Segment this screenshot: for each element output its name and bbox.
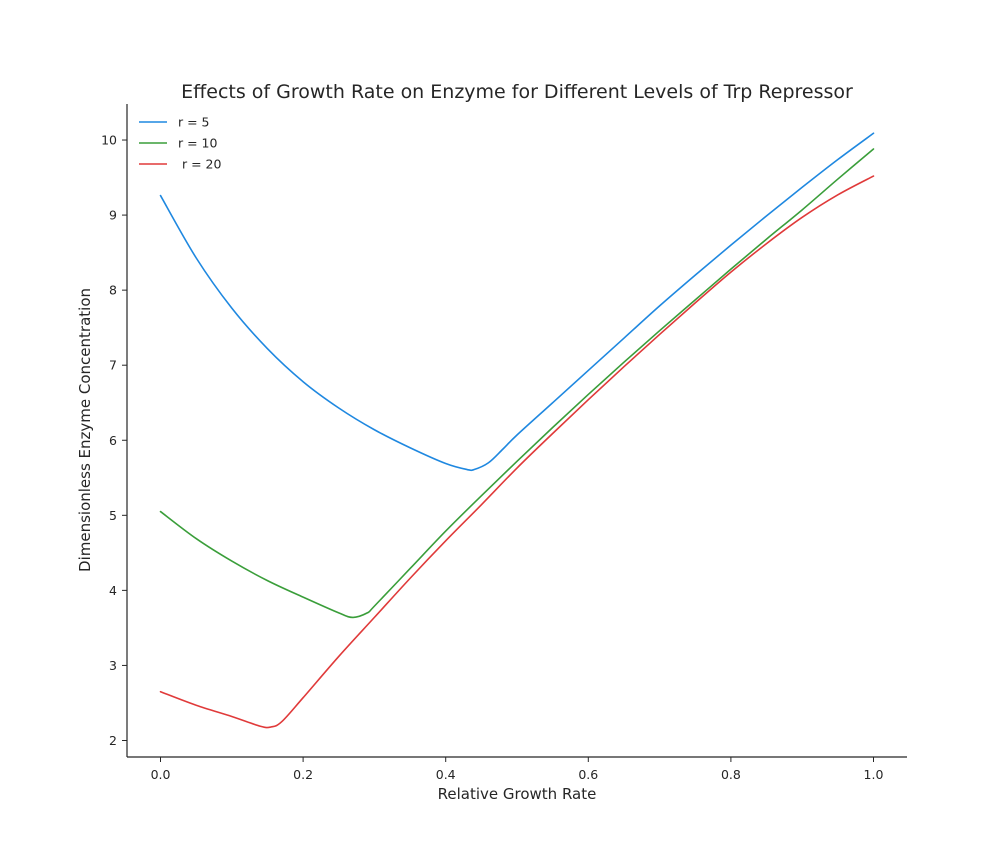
- x-tick-label: 0.6: [578, 767, 598, 782]
- y-tick-label: 9: [109, 208, 117, 223]
- x-tick-label: 0.4: [436, 767, 456, 782]
- series-line-3: [159, 175, 875, 729]
- x-axis-label: Relative Growth Rate: [438, 785, 597, 803]
- y-tick-label: 6: [109, 433, 117, 448]
- x-tick-label: 0.8: [721, 767, 741, 782]
- y-tick-label: 7: [109, 358, 117, 373]
- y-tick-label: 10: [101, 133, 117, 148]
- y-tick-label: 2: [109, 733, 117, 748]
- series-line-1: [159, 132, 875, 472]
- legend-label-3: r = 20: [178, 157, 221, 172]
- chart-title: Effects of Growth Rate on Enzyme for Dif…: [181, 81, 853, 103]
- legend-label-2: r = 10: [178, 136, 218, 151]
- y-axis-label: Dimensionless Enzyme Concentration: [76, 288, 94, 572]
- y-tick-label: 5: [109, 508, 117, 523]
- y-tick-label: 3: [109, 658, 117, 673]
- x-tick-label: 0.0: [151, 767, 171, 782]
- y-tick-label: 8: [109, 283, 117, 298]
- legend-label-1: r = 5: [178, 115, 210, 130]
- x-tick-label: 1.0: [864, 767, 884, 782]
- series-line-2: [159, 148, 875, 619]
- x-tick-label: 0.2: [293, 767, 313, 782]
- y-tick-label: 4: [109, 583, 117, 598]
